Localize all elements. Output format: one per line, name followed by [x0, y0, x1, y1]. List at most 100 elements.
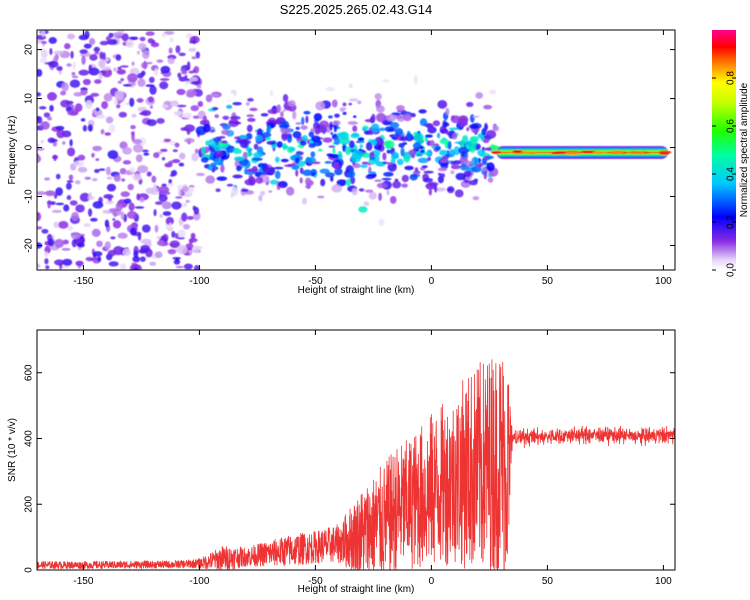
spectrogram-blob — [255, 134, 263, 142]
spectrogram-blob — [417, 157, 429, 164]
spectrogram-blob — [338, 153, 343, 160]
spectrogram-blob — [347, 121, 359, 125]
spectrogram-blob — [104, 209, 110, 214]
spectrogram-blob — [186, 61, 191, 71]
spectrogram-blob — [43, 112, 51, 118]
spectrogram-blob — [396, 158, 404, 166]
spectrogram-blob — [295, 126, 300, 130]
spectrogram-blob — [442, 122, 450, 127]
spectrogram-blob — [181, 70, 188, 75]
spectrogram-blob — [183, 202, 188, 207]
spectrogram-blob — [374, 136, 384, 146]
spectrogram-blob — [473, 178, 479, 182]
spectrogram-blob — [114, 90, 125, 100]
spectrogram-blob — [99, 40, 109, 46]
snr-ytick-label: 600 — [24, 364, 35, 381]
spectrogram-blob — [391, 151, 399, 159]
spectrogram-blob — [136, 264, 142, 270]
spectrogram-blob — [37, 92, 42, 97]
spectrogram-blob — [104, 219, 110, 228]
spectrogram-blob — [328, 115, 333, 119]
snr-x-label: Height of straight line (km) — [298, 584, 415, 595]
spectrogram-blob — [41, 40, 47, 45]
spectrogram-blob — [89, 37, 96, 46]
spectrogram-blob — [455, 172, 466, 181]
spectrogram-frame — [36, 29, 676, 271]
spectrogram-blob — [246, 168, 257, 173]
snr-ytick-label: 400 — [24, 430, 35, 447]
spectrogram-blob — [84, 30, 90, 39]
spectrogram-blob — [403, 113, 412, 122]
spectrogram-blob — [150, 42, 160, 48]
spectrogram-blob — [37, 116, 43, 124]
colorbar-tick-label: 0.6 — [726, 119, 737, 133]
spectrogram-blob — [97, 256, 102, 262]
spectrogram-blob — [398, 142, 405, 148]
spectrogram-blob — [161, 104, 169, 109]
spectrogram-blob — [440, 173, 446, 178]
spectrogram-blob — [439, 125, 447, 134]
spectrogram-blob — [299, 140, 307, 146]
spectrogram-blob — [363, 201, 370, 207]
spectrogram-blob — [466, 144, 470, 150]
spectrogram-blob — [196, 84, 202, 89]
spectrogram-blob — [108, 208, 119, 213]
spectrogram-blob — [385, 114, 397, 122]
spectrogram-blob — [116, 69, 126, 75]
spectrogram-blob — [149, 85, 157, 95]
spectrogram-blob — [371, 113, 376, 123]
spectrogram-blob — [208, 165, 213, 171]
spectrogram-blob — [436, 132, 441, 139]
spectrogram-blob — [122, 160, 132, 165]
spectrogram-blob — [281, 132, 289, 141]
spectrogram-blob — [165, 216, 174, 226]
spectrogram-blob — [381, 177, 392, 181]
spectrogram-image — [37, 30, 672, 270]
spectrogram-blob — [324, 172, 335, 178]
spectrogram-blob — [258, 194, 263, 202]
spectrogram-blob — [233, 156, 245, 162]
spectrogram-blob — [54, 259, 65, 266]
spectrogram-blob — [325, 86, 335, 92]
spectrogram-blob — [232, 102, 242, 106]
spectrogram-blob — [106, 183, 117, 192]
spectrogram-blob — [160, 148, 168, 152]
spectrogram-blob — [334, 113, 340, 118]
spectrogram-blob — [192, 205, 197, 211]
spectrogram-blob — [154, 201, 163, 205]
spectrogram-blob — [333, 161, 340, 170]
spectrogram-blob — [141, 62, 148, 69]
spectrogram-blob — [406, 130, 411, 140]
spectrogram-blob — [140, 244, 151, 252]
spectrogram-blob — [332, 146, 336, 155]
spectrogram-blob — [481, 128, 487, 136]
spectrogram-blob — [49, 48, 53, 56]
spectrogram-blob — [330, 176, 334, 182]
spectrogram-blob — [396, 105, 405, 112]
spectrogram-blob — [95, 158, 100, 161]
spectrogram-blob — [118, 111, 128, 118]
spectrogram-blob — [192, 245, 200, 254]
spectrogram-blob — [432, 120, 441, 127]
spectrogram-blob — [84, 176, 91, 180]
spectrogram-blob — [122, 83, 132, 87]
spectrogram-blob — [75, 204, 85, 213]
spectrogram-blob — [139, 197, 145, 203]
spectrogram-blob — [195, 51, 201, 59]
spectrogram-blob — [400, 147, 405, 157]
spectrogram-blob — [357, 137, 365, 142]
spectrogram-blob — [329, 154, 340, 159]
spectrogram-blob — [319, 120, 329, 128]
spectrogram-blob — [96, 114, 106, 119]
spectrogram-blob — [475, 92, 484, 99]
spectrogram-blob — [40, 121, 50, 130]
spectrogram-blob — [292, 131, 302, 139]
spectrogram-blob — [79, 192, 91, 202]
spectrogram-blob — [353, 163, 361, 169]
spectrogram-blob — [145, 187, 155, 195]
spectrogram-blob — [259, 190, 266, 196]
spectrogram-blob — [95, 107, 100, 112]
spectrogram-tone-peak — [628, 150, 640, 154]
spectrogram-blob — [318, 148, 323, 152]
